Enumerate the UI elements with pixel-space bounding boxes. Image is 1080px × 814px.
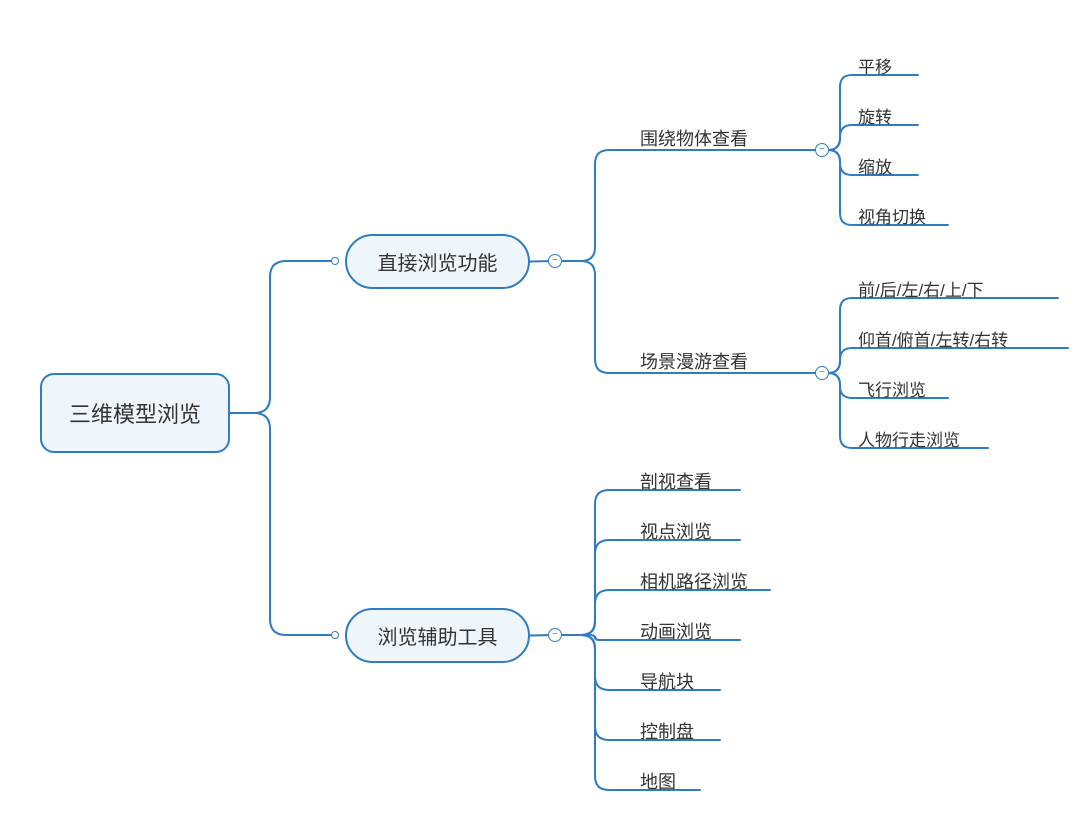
leaf-node: 动画浏览 [640, 618, 712, 644]
leaf-node: 导航块 [640, 668, 694, 694]
branch-node-b2[interactable]: 浏览辅助工具 [345, 608, 530, 663]
leaf-node: 仰首/俯首/左转/右转 [858, 326, 1008, 351]
sub-node-s1: 围绕物体查看 [640, 125, 748, 151]
leaf-node: 飞行浏览 [858, 376, 926, 401]
leaf-node: 控制盘 [640, 718, 694, 744]
leaf-node: 旋转 [858, 103, 892, 128]
branch-label: 浏览辅助工具 [378, 621, 498, 650]
branch-label: 直接浏览功能 [378, 247, 498, 276]
root-label: 三维模型浏览 [69, 397, 201, 429]
anchor-b2 [331, 631, 339, 639]
collapse-b1[interactable]: − [548, 254, 562, 268]
leaf-node: 相机路径浏览 [640, 568, 748, 594]
leaf-node: 地图 [640, 768, 676, 794]
branch-node-b1[interactable]: 直接浏览功能 [345, 234, 530, 289]
collapse-s1[interactable]: − [815, 143, 829, 157]
sub-node-s2: 场景漫游查看 [640, 348, 748, 374]
leaf-node: 缩放 [858, 153, 892, 178]
leaf-node: 剖视查看 [640, 468, 712, 494]
leaf-node: 平移 [858, 53, 892, 78]
leaf-node: 前/后/左/右/上/下 [858, 276, 984, 301]
collapse-s2[interactable]: − [815, 366, 829, 380]
leaf-node: 视点浏览 [640, 518, 712, 544]
collapse-b2[interactable]: − [548, 628, 562, 642]
leaf-node: 人物行走浏览 [858, 426, 960, 451]
leaf-node: 视角切换 [858, 203, 926, 228]
anchor-b1 [331, 257, 339, 265]
root-node[interactable]: 三维模型浏览 [40, 373, 230, 453]
